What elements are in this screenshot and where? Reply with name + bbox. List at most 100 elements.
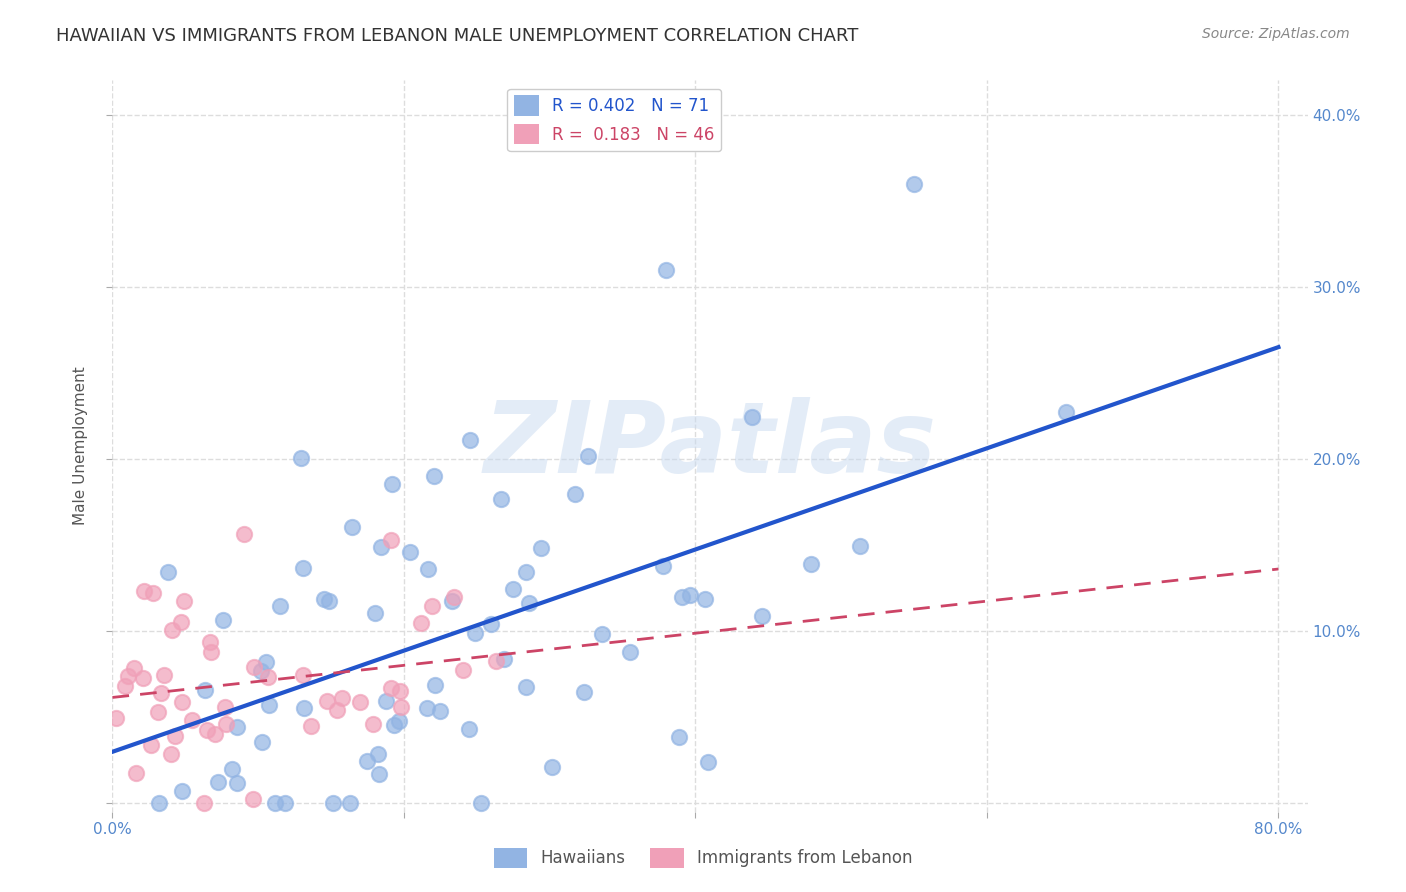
Hawaiians: [212, 613, 235, 627]
Hawaiians: [249, 664, 271, 678]
Hawaiians: [515, 565, 537, 579]
Hawaiians: [564, 487, 586, 501]
Hawaiians: [429, 704, 451, 718]
Text: ZIPatlas: ZIPatlas: [484, 398, 936, 494]
Hawaiians: [381, 476, 404, 491]
Hawaiians: [619, 645, 641, 659]
Immigrants from Lebanon: [242, 791, 264, 805]
Immigrants from Lebanon: [197, 723, 219, 737]
Hawaiians: [221, 762, 243, 776]
Hawaiians: [263, 796, 285, 810]
Immigrants from Lebanon: [200, 645, 222, 659]
Hawaiians: [502, 582, 524, 596]
Hawaiians: [399, 545, 422, 559]
Immigrants from Lebanon: [170, 615, 193, 630]
Immigrants from Lebanon: [485, 654, 508, 668]
Immigrants from Lebanon: [361, 717, 384, 731]
Hawaiians: [339, 796, 361, 810]
Hawaiians: [695, 592, 717, 607]
Hawaiians: [751, 608, 773, 623]
Hawaiians: [416, 562, 439, 576]
Immigrants from Lebanon: [114, 679, 136, 693]
Immigrants from Lebanon: [159, 747, 181, 762]
Hawaiians: [651, 559, 673, 574]
Y-axis label: Male Unemployment: Male Unemployment: [73, 367, 89, 525]
Legend: R = 0.402   N = 71, R =  0.183   N = 46: R = 0.402 N = 71, R = 0.183 N = 46: [508, 88, 721, 151]
Hawaiians: [457, 722, 479, 736]
Hawaiians: [367, 747, 389, 761]
Hawaiians: [388, 714, 411, 728]
Immigrants from Lebanon: [122, 661, 145, 675]
Immigrants from Lebanon: [315, 694, 337, 708]
Immigrants from Lebanon: [349, 695, 371, 709]
Hawaiians: [1054, 405, 1077, 419]
Immigrants from Lebanon: [125, 766, 148, 780]
Immigrants from Lebanon: [148, 706, 170, 720]
Hawaiians: [678, 588, 700, 602]
Immigrants from Lebanon: [193, 796, 215, 810]
Immigrants from Lebanon: [198, 635, 221, 649]
Hawaiians: [671, 590, 693, 604]
Hawaiians: [375, 694, 398, 708]
Hawaiians: [741, 409, 763, 424]
Immigrants from Lebanon: [380, 681, 402, 695]
Hawaiians: [322, 796, 344, 810]
Hawaiians: [574, 685, 596, 699]
Immigrants from Lebanon: [117, 669, 139, 683]
Legend: Hawaiians, Immigrants from Lebanon: Hawaiians, Immigrants from Lebanon: [486, 841, 920, 875]
Hawaiians: [849, 539, 872, 553]
Immigrants from Lebanon: [139, 738, 162, 752]
Hawaiians: [382, 717, 405, 731]
Hawaiians: [290, 450, 312, 465]
Hawaiians: [356, 754, 378, 768]
Hawaiians: [591, 626, 613, 640]
Hawaiians: [312, 592, 335, 607]
Immigrants from Lebanon: [299, 719, 322, 733]
Immigrants from Lebanon: [420, 599, 443, 613]
Immigrants from Lebanon: [105, 711, 128, 725]
Hawaiians: [800, 557, 823, 571]
Immigrants from Lebanon: [165, 729, 187, 743]
Immigrants from Lebanon: [257, 670, 280, 684]
Immigrants from Lebanon: [443, 590, 465, 604]
Hawaiians: [207, 774, 229, 789]
Hawaiians: [668, 730, 690, 744]
Hawaiians: [481, 616, 503, 631]
Immigrants from Lebanon: [162, 624, 184, 638]
Immigrants from Lebanon: [214, 700, 236, 714]
Immigrants from Lebanon: [388, 684, 411, 698]
Hawaiians: [423, 469, 446, 483]
Hawaiians: [515, 680, 537, 694]
Immigrants from Lebanon: [391, 699, 413, 714]
Immigrants from Lebanon: [173, 594, 195, 608]
Hawaiians: [342, 520, 364, 534]
Hawaiians: [252, 735, 274, 749]
Hawaiians: [460, 433, 482, 447]
Hawaiians: [170, 784, 193, 798]
Immigrants from Lebanon: [243, 660, 266, 674]
Immigrants from Lebanon: [326, 704, 349, 718]
Immigrants from Lebanon: [204, 727, 226, 741]
Hawaiians: [464, 626, 486, 640]
Hawaiians: [540, 759, 562, 773]
Text: HAWAIIAN VS IMMIGRANTS FROM LEBANON MALE UNEMPLOYMENT CORRELATION CHART: HAWAIIAN VS IMMIGRANTS FROM LEBANON MALE…: [56, 27, 859, 45]
Immigrants from Lebanon: [180, 714, 202, 728]
Hawaiians: [225, 775, 247, 789]
Hawaiians: [157, 566, 180, 580]
Immigrants from Lebanon: [380, 533, 402, 547]
Immigrants from Lebanon: [172, 695, 194, 709]
Hawaiians: [294, 701, 316, 715]
Immigrants from Lebanon: [142, 585, 165, 599]
Hawaiians: [576, 450, 599, 464]
Immigrants from Lebanon: [132, 671, 155, 685]
Immigrants from Lebanon: [150, 686, 173, 700]
Hawaiians: [370, 540, 392, 554]
Hawaiians: [696, 755, 718, 769]
Immigrants from Lebanon: [292, 668, 315, 682]
Hawaiians: [441, 593, 464, 607]
Hawaiians: [269, 599, 291, 614]
Hawaiians: [529, 541, 551, 555]
Immigrants from Lebanon: [215, 716, 238, 731]
Hawaiians: [274, 796, 297, 810]
Immigrants from Lebanon: [132, 584, 155, 599]
